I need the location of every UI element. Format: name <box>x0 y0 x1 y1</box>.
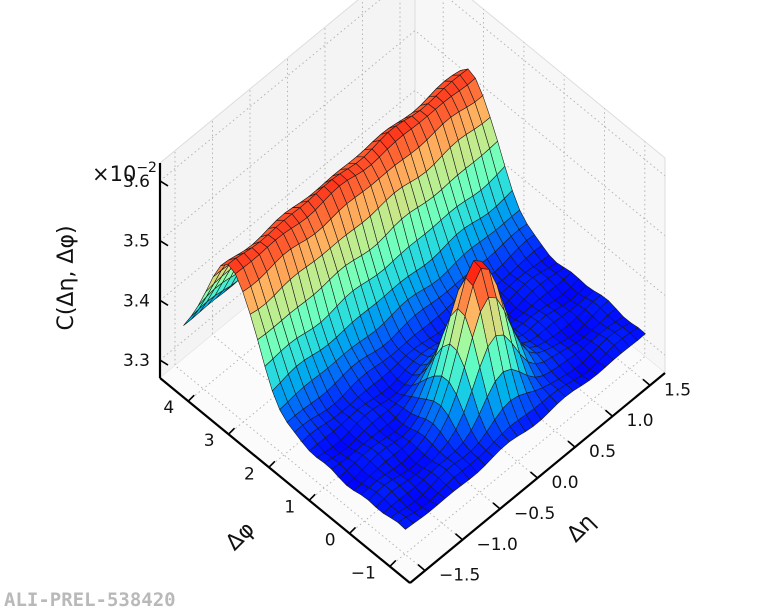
z-tick-label: 3.5 <box>123 232 150 252</box>
x-tick-mark <box>492 502 501 510</box>
x-axis-label: Δη <box>562 509 600 547</box>
surface-cell <box>397 516 414 530</box>
x-tick-mark <box>642 378 651 386</box>
x-tick-mark <box>604 409 614 417</box>
y-tick-label: −1 <box>351 563 376 583</box>
z-axis-label: C(Δη, Δφ) <box>54 225 79 330</box>
surface-mesh <box>183 68 646 530</box>
axes-lines <box>158 163 666 584</box>
z-tick-mark <box>159 239 169 247</box>
gridline-phi <box>349 108 605 534</box>
gridline-phi <box>389 141 646 567</box>
y-tick-mark <box>227 427 236 435</box>
y-tick-mark <box>389 559 397 568</box>
gridline-z <box>159 29 666 241</box>
z-tick-label: 3.4 <box>123 291 150 311</box>
x-tick-mark <box>529 471 539 479</box>
gridline-z <box>159 0 666 182</box>
x-tick-label: −1.0 <box>477 535 518 555</box>
y-axis-label: Δφ <box>221 517 260 556</box>
x-tick-label: 1.0 <box>627 411 654 431</box>
z-tick-label: 3.6 <box>123 172 150 192</box>
watermark: ALI-PREL-538420 <box>4 589 176 611</box>
z-tick-mark <box>159 359 169 366</box>
y-tick-label: 3 <box>204 431 215 451</box>
gridline-phi <box>308 75 565 501</box>
x-tick-label: 0.0 <box>552 473 579 493</box>
y-tick-label: 0 <box>325 530 336 550</box>
y-tick-label: 2 <box>244 464 255 484</box>
y-axis-line <box>159 377 411 584</box>
y-tick-mark <box>268 460 276 468</box>
z-multiplier: ×10−2 <box>92 160 157 186</box>
y-tick-mark <box>308 493 316 501</box>
tick-labels: −1.5 −1.0 −0.5 0.0 0.5 1.0 1.5 −1 0 1 2 3 4 3.3 3.4 3.5… <box>123 172 691 586</box>
x-tick-label: 0.5 <box>589 442 616 462</box>
y-tick-label: 4 <box>163 398 174 418</box>
gridline-phi <box>187 0 444 402</box>
x-tick-mark <box>567 440 576 448</box>
x-tick-label: −0.5 <box>514 504 555 524</box>
gridline-phi <box>228 9 484 435</box>
z-tick-label: 3.3 <box>123 351 150 371</box>
x-tick-mark <box>454 533 464 541</box>
x-tick-label: 1.5 <box>664 380 691 400</box>
gridline-phi <box>268 42 525 468</box>
x-tick-label: −1.5 <box>439 566 480 586</box>
y-tick-mark <box>348 526 357 534</box>
y-tick-label: 1 <box>284 497 295 517</box>
y-tick-mark <box>187 394 195 402</box>
z-tick-mark <box>159 180 169 187</box>
gridline-z <box>159 89 666 301</box>
z-tick-mark <box>159 299 169 307</box>
x-tick-mark <box>417 564 426 572</box>
